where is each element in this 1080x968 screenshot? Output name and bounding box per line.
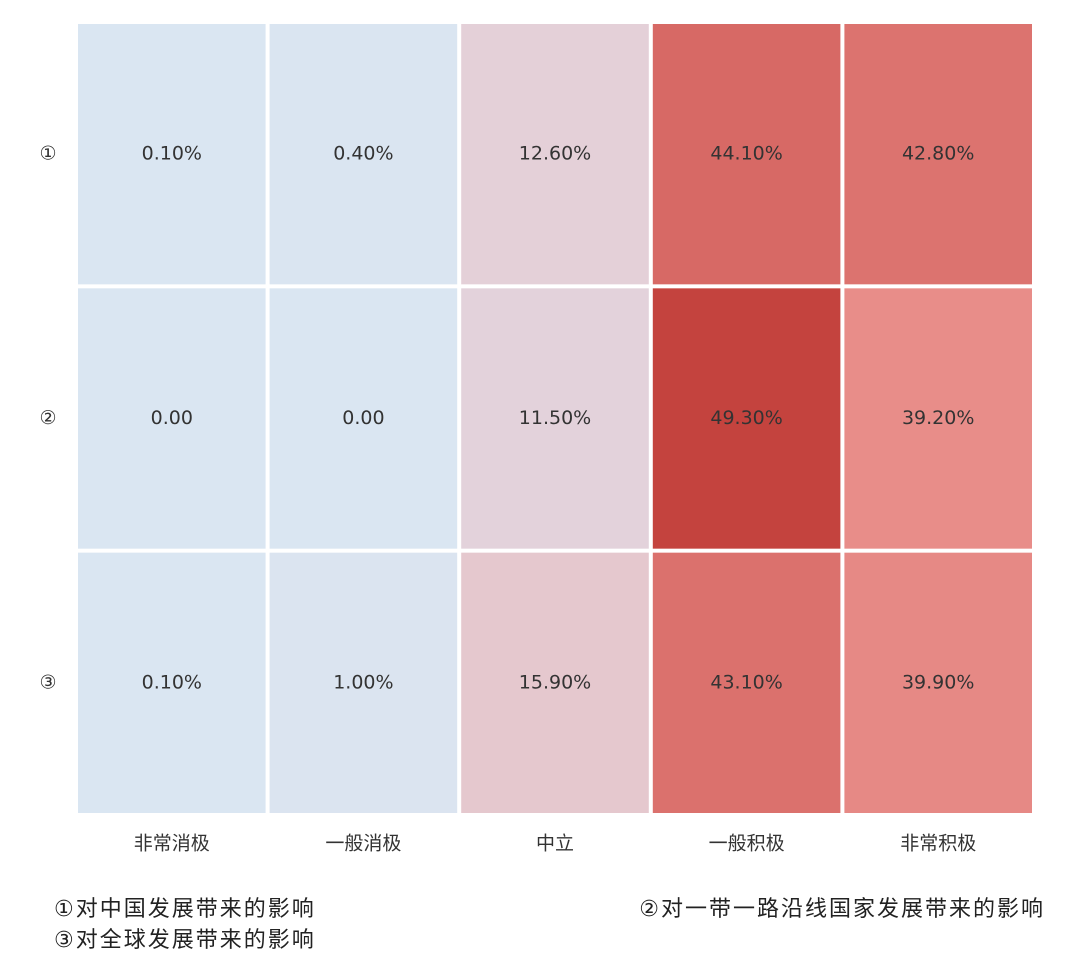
cell-label: 43.10% [710,671,782,693]
cell [844,288,1032,549]
cell-label: 39.90% [902,671,974,693]
y-tick-label: ① [39,143,56,165]
cell [78,24,266,285]
cell-label: 15.90% [519,671,591,693]
note: ③对全球发展带来的影响 [54,928,316,953]
x-tick-label: 非常消极 [134,833,210,855]
cell [844,552,1032,813]
note: ①对中国发展带来的影响 [54,897,316,922]
y-tick-label: ③ [39,671,56,693]
x-tick-label: 非常积极 [900,833,976,855]
cell-label: 42.80% [902,143,974,165]
cell [461,288,649,549]
cell [78,288,266,549]
cell-label: 39.20% [902,407,974,429]
cell-label: 1.00% [333,671,393,693]
cell-label: 0.10% [142,143,202,165]
cell-label: 12.60% [519,143,591,165]
y-tick-label: ② [39,407,56,429]
cell-label: 0.00 [342,407,384,429]
cell-label: 44.10% [710,143,782,165]
x-tick-label: 中立 [536,833,574,855]
cell [269,24,458,285]
cell [652,24,841,285]
cell-label: 49.30% [710,407,782,429]
cell-label: 0.10% [142,671,202,693]
note: ②对一带一路沿线国家发展带来的影响 [639,897,1045,922]
cell [461,24,649,285]
cell [652,288,841,549]
cell [652,552,841,813]
cell [269,552,458,813]
cell [78,552,266,813]
x-tick-label: 一般消极 [325,833,401,855]
cell [844,24,1032,285]
cell [461,552,649,813]
cell-label: 0.40% [333,143,393,165]
cell-label: 11.50% [519,407,591,429]
cell-label: 0.00 [151,407,193,429]
x-tick-label: 一般积极 [709,833,785,855]
cell [269,288,458,549]
